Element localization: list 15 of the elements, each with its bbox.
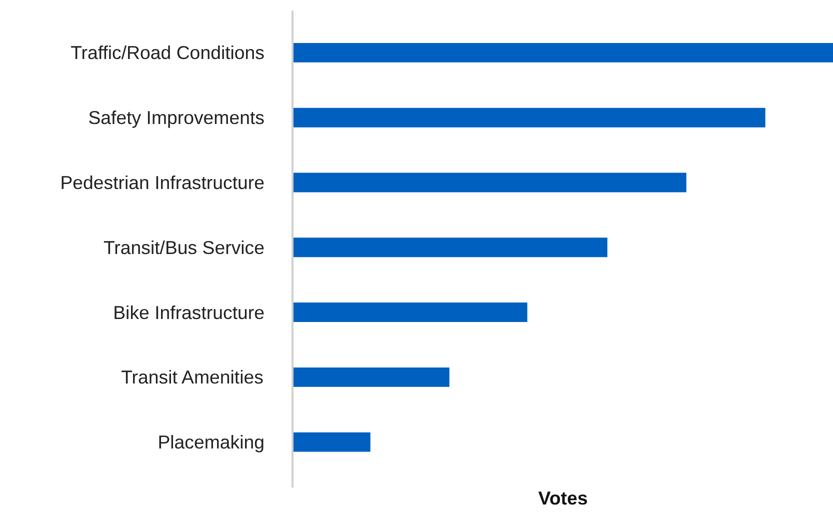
y-tick-label: Bike Infrastructure — [113, 302, 265, 323]
y-tick-label: Traffic/Road Conditions — [70, 42, 265, 64]
bar — [292, 42, 833, 62]
y-tick-label: Pedestrian Infrastructure — [60, 172, 264, 193]
bar — [292, 302, 528, 322]
bar — [292, 108, 766, 128]
bar — [292, 172, 686, 192]
y-tick-label: Transit Amenities — [121, 366, 264, 388]
bar — [292, 238, 608, 258]
bar — [292, 367, 450, 387]
y-tick-label: Safety Improvements — [88, 107, 265, 128]
bar — [292, 432, 370, 452]
x-axis-title: Votes — [538, 488, 588, 508]
y-tick-label: Transit/Bus Service — [103, 236, 264, 258]
y-tick-label: Placemaking — [158, 432, 265, 453]
